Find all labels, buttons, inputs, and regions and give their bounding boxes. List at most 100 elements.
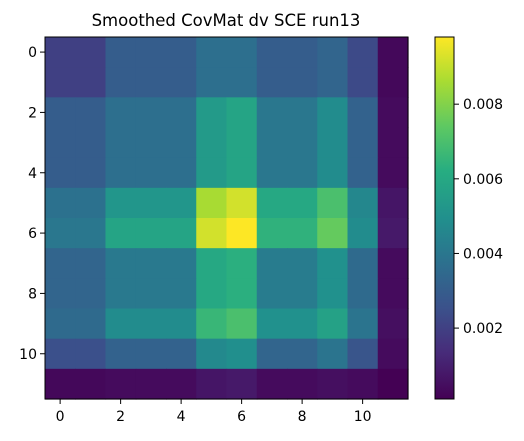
heatmap-cell — [75, 368, 107, 400]
heatmap-cell — [105, 338, 137, 370]
heatmap-cell — [317, 157, 349, 189]
heatmap-cell — [347, 37, 379, 68]
heatmap-cell — [166, 218, 197, 249]
heatmap-cell — [347, 278, 379, 310]
heatmap-cell — [377, 308, 409, 340]
heatmap-cell — [105, 127, 137, 159]
y-tick-label: 4 — [28, 166, 37, 182]
heatmap-cell — [135, 368, 167, 400]
heatmap-cell — [347, 127, 379, 159]
heatmap-cell — [317, 338, 349, 370]
heatmap-cell — [226, 308, 258, 340]
heatmap-cell — [377, 187, 409, 219]
heatmap-cell — [196, 308, 228, 340]
heatmap-cell — [347, 157, 379, 189]
heatmap-cell — [317, 218, 349, 249]
heatmap-cell — [75, 157, 107, 189]
heatmap-cell — [287, 248, 318, 279]
heatmap-cell — [166, 278, 197, 310]
heatmap-cell — [135, 37, 167, 68]
heatmap-cell — [287, 127, 318, 159]
heatmap-cell — [287, 157, 318, 189]
heatmap-cell — [377, 37, 409, 68]
y-tick-label: 6 — [28, 226, 37, 242]
heatmap-cell — [347, 338, 379, 370]
heatmap-cell — [75, 218, 107, 249]
heatmap-cell — [317, 67, 349, 98]
heatmap-cell — [166, 308, 197, 340]
heatmap-cell — [226, 37, 258, 68]
heatmap-cell — [287, 67, 318, 98]
heatmap-cell — [317, 308, 349, 340]
colorbar-tick-label: 0.004 — [463, 246, 503, 262]
heatmap-cell — [45, 97, 76, 129]
heatmap-cell — [226, 278, 258, 310]
y-tick-label: 8 — [28, 286, 37, 302]
x-tick-label: 6 — [237, 409, 246, 425]
heatmap-cell — [226, 338, 258, 370]
heatmap-cell — [287, 218, 318, 249]
y-tick-label: 0 — [28, 45, 37, 61]
heatmap-cell — [256, 248, 288, 279]
heatmap-cell — [105, 187, 137, 219]
x-axis-ticks: 0 2 4 6 8 10 — [56, 399, 372, 425]
heatmap-cell — [135, 67, 167, 98]
heatmap-cell — [75, 278, 107, 310]
heatmap-cell — [347, 97, 379, 129]
heatmap-cell — [256, 97, 288, 129]
heatmap-cell — [226, 368, 258, 400]
heatmap-cell — [45, 157, 76, 189]
heatmap-cell — [347, 67, 379, 98]
heatmap-cell — [347, 248, 379, 279]
y-axis-ticks: 0 2 4 6 8 10 — [19, 45, 45, 363]
heatmap-cell — [105, 67, 137, 98]
heatmap-cell — [75, 338, 107, 370]
heatmap-cell — [196, 37, 228, 68]
heatmap-cell — [166, 338, 197, 370]
heatmap-cell — [135, 278, 167, 310]
heatmap-cell — [135, 157, 167, 189]
heatmap-cell — [377, 278, 409, 310]
heatmap-cell — [256, 157, 288, 189]
heatmap-cell — [256, 37, 288, 68]
heatmap-cell — [377, 127, 409, 159]
heatmap-cell — [75, 127, 107, 159]
heatmap-cell — [166, 157, 197, 189]
heatmap-cell — [105, 157, 137, 189]
heatmap-cell — [166, 248, 197, 279]
heatmap-cell — [105, 248, 137, 279]
heatmap-cell — [135, 308, 167, 340]
heatmap-cell — [105, 308, 137, 340]
heatmap-cell — [256, 127, 288, 159]
heatmap-cell — [45, 67, 76, 98]
heatmap-cell — [196, 187, 228, 219]
heatmap-cell — [105, 218, 137, 249]
heatmap-cell — [317, 127, 349, 159]
heatmap-cell — [317, 368, 349, 400]
heatmap-cell — [45, 368, 76, 400]
heatmap-cell — [256, 218, 288, 249]
heatmap-cell — [287, 338, 318, 370]
plot-frame — [44, 36, 409, 400]
chart-title: Smoothed CovMat dv SCE run13 — [92, 11, 361, 30]
heatmap-cell — [105, 278, 137, 310]
heatmap-cell — [256, 67, 288, 98]
heatmap-cell — [105, 37, 137, 68]
heatmap-cell — [256, 187, 288, 219]
heatmap-cell — [256, 308, 288, 340]
heatmap-cell — [196, 157, 228, 189]
y-tick-label: 10 — [19, 347, 37, 363]
heatmap-cell — [135, 127, 167, 159]
heatmap-cell — [287, 97, 318, 129]
heatmap-cell — [287, 278, 318, 310]
heatmap-cell — [347, 218, 379, 249]
heatmap-cell — [347, 368, 379, 400]
heatmap-cell — [166, 127, 197, 159]
heatmap-cell — [196, 368, 228, 400]
heatmap-cell — [226, 127, 258, 159]
heatmap-cell — [75, 308, 107, 340]
x-tick-label: 8 — [298, 409, 307, 425]
heatmap-cell — [377, 67, 409, 98]
heatmap-cell — [166, 368, 197, 400]
